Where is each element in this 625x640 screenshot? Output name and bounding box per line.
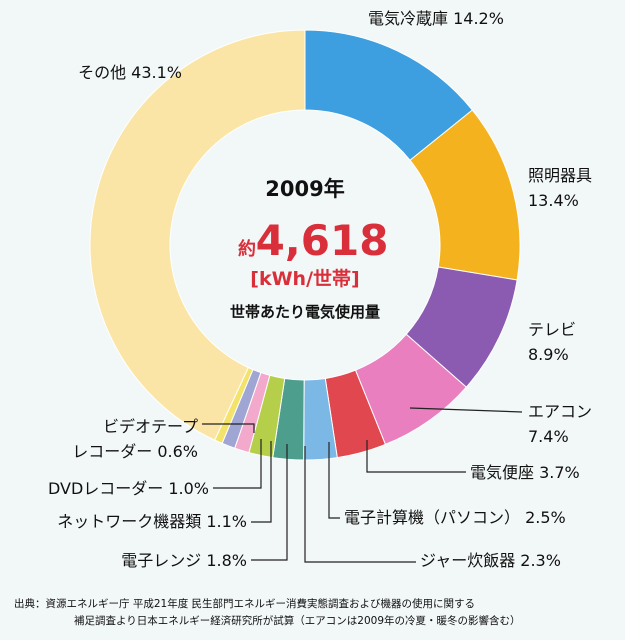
slice-label: 照明器具 13.4%	[528, 166, 592, 210]
slice-label: 電気冷蔵庫 14.2%	[368, 9, 504, 28]
slice-label: テレビ 8.9%	[528, 320, 576, 364]
leader-line	[213, 439, 262, 489]
center-description: 世帯あたり電気使用量	[230, 303, 380, 321]
slice-label: 電子レンジ 1.8%	[121, 551, 247, 570]
leader-line	[366, 440, 466, 473]
center-prefix: 約	[238, 238, 256, 260]
slice-label: 電気便座 3.7%	[470, 463, 580, 482]
slice-label: ジャー炊飯器 2.3%	[420, 551, 561, 570]
source-note-line-1: 出典：資源エネルギー庁 平成21年度 民生部門エネルギー消費実態調査および機器の…	[14, 597, 475, 610]
chart-hole	[170, 110, 440, 380]
leader-line	[251, 441, 272, 523]
donut-slice	[89, 29, 306, 441]
slice-label: エアコン 7.4%	[528, 402, 592, 446]
leader-line	[328, 442, 340, 519]
slice-label: ビデオテープレコーダー 0.6%	[72, 417, 198, 461]
center-value: 4,618	[256, 216, 389, 265]
slice-label: その他 43.1%	[78, 63, 182, 82]
leader-line	[202, 423, 255, 433]
slice-label: 電子計算機（パソコン） 2.5%	[344, 508, 566, 527]
leader-lines	[202, 407, 523, 563]
leader-line	[409, 407, 523, 413]
source-note-line-2: 補足調査より日本エネルギー経済研究所が試算（エアコンは2009年の冷夏・暖冬の影…	[74, 614, 521, 627]
leader-line	[251, 444, 288, 561]
slice-label: ネットワーク機器類 1.1%	[57, 512, 247, 531]
slice-labels: 電気冷蔵庫 14.2% 照明器具 13.4% テレビ 8.9% エアコン 7.4% 電気便座 …	[48, 9, 592, 570]
center-year: 2009年	[265, 177, 344, 201]
leader-line	[304, 446, 416, 563]
center-unit: [kWh/世帯]	[250, 267, 359, 290]
slice-label: DVDレコーダー 1.0%	[48, 479, 209, 498]
